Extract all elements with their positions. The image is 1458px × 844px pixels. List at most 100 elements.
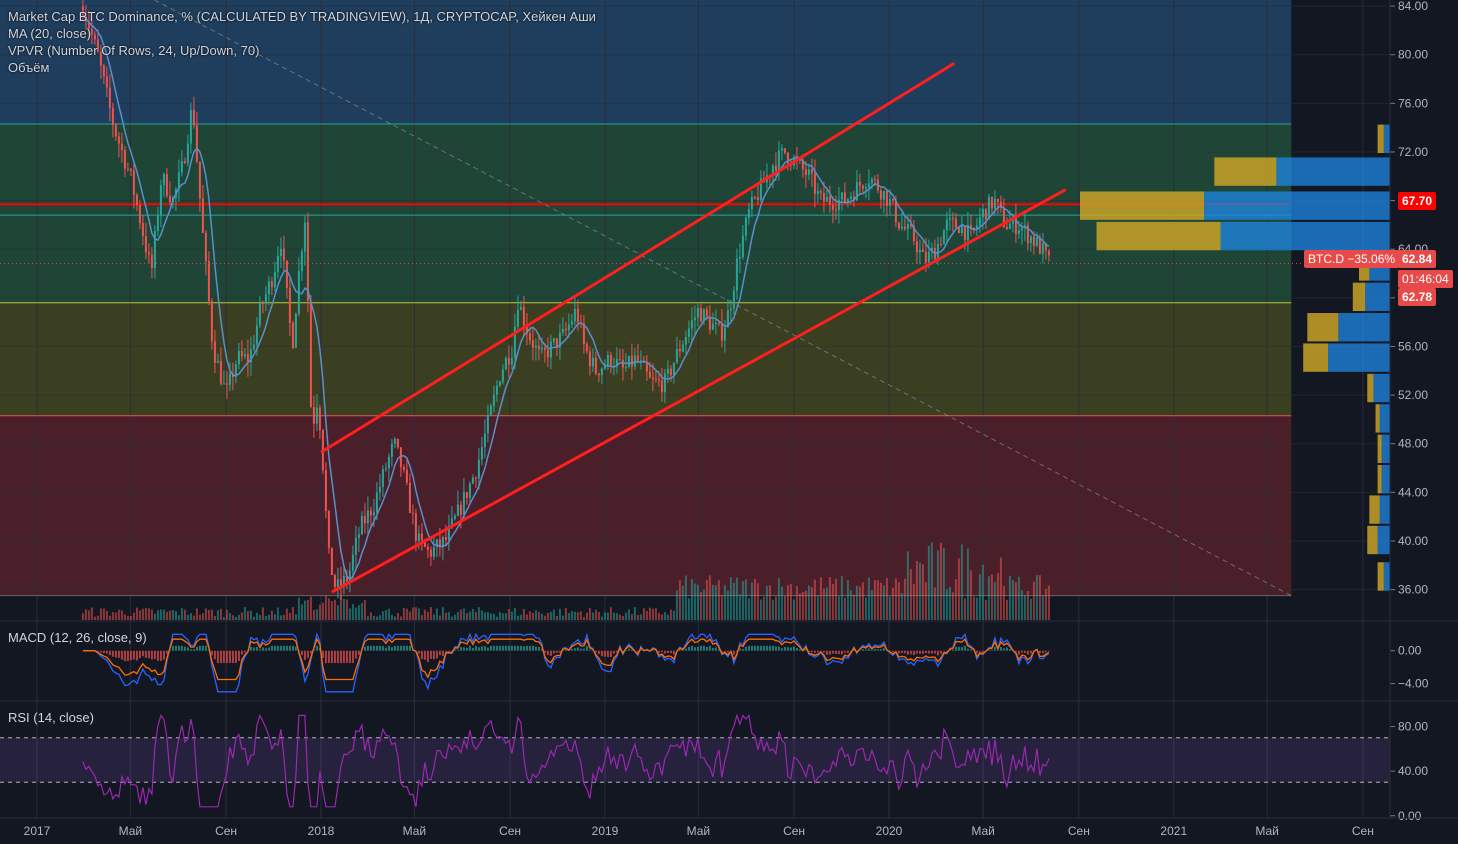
- volume-bar: [915, 561, 918, 620]
- volume-bar: [294, 614, 297, 620]
- candle-body: [960, 225, 963, 234]
- candle-body: [669, 368, 672, 376]
- volume-bar: [834, 578, 837, 620]
- volume-bar: [393, 616, 396, 620]
- macd-hist-bar: [249, 646, 252, 651]
- volume-bar: [462, 608, 465, 620]
- candle-body: [324, 470, 327, 511]
- volume-bar: [588, 607, 591, 620]
- macd-hist-bar: [258, 649, 261, 651]
- volume-bar: [729, 577, 732, 620]
- macd-hist-bar: [810, 650, 813, 653]
- volume-bar: [918, 562, 921, 620]
- candle-body: [900, 226, 903, 229]
- volume-bar: [444, 612, 447, 620]
- volume-bar: [681, 585, 684, 620]
- candle-body: [945, 219, 948, 231]
- volume-bar: [1026, 591, 1029, 620]
- candle-body: [660, 380, 663, 393]
- candle-body: [738, 257, 741, 259]
- x-tick-label: Май: [119, 824, 143, 838]
- volume-bar: [732, 582, 735, 620]
- macd-hist-bar: [1014, 650, 1017, 652]
- volume-bar: [93, 616, 96, 620]
- macd-hist-bar: [408, 645, 411, 651]
- volume-bar: [708, 575, 711, 620]
- macd-hist-bar: [396, 645, 399, 651]
- candle-body: [387, 456, 390, 469]
- volume-bar: [522, 608, 525, 620]
- macd-hist-bar: [555, 650, 558, 653]
- volume-bar: [306, 599, 309, 620]
- macd-hist-bar: [159, 650, 162, 661]
- volume-bar: [117, 609, 120, 620]
- candle-body: [912, 226, 915, 242]
- candle-body: [345, 575, 348, 582]
- macd-hist-bar: [564, 649, 567, 651]
- macd-hist-bar: [747, 645, 750, 651]
- candle-body: [300, 251, 303, 272]
- candle-body: [399, 447, 402, 467]
- volume-bar: [450, 616, 453, 620]
- candle-body: [309, 301, 312, 407]
- macd-hist-bar: [114, 650, 117, 658]
- candle-body: [513, 326, 516, 358]
- macd-hist-bar: [981, 650, 984, 652]
- candle-body: [528, 333, 531, 341]
- candle-body: [177, 172, 180, 189]
- macd-hist-bar: [111, 650, 114, 657]
- volume-bar: [948, 586, 951, 620]
- macd-hist-bar: [852, 649, 855, 651]
- rsi-title[interactable]: RSI (14, close): [8, 710, 94, 725]
- chart-legend: Market Cap BTC Dominance, % (CALCULATED …: [8, 8, 596, 76]
- candle-body: [123, 149, 126, 169]
- legend-ma[interactable]: MA (20, close): [8, 26, 92, 41]
- legend-volume[interactable]: Объём: [8, 60, 50, 75]
- volume-bar: [528, 611, 531, 620]
- volume-bar: [354, 607, 357, 620]
- macd-hist-bar: [516, 645, 519, 651]
- candle-body: [1035, 237, 1038, 246]
- volume-bar: [999, 557, 1002, 620]
- volume-bar: [249, 610, 252, 620]
- candle-body: [804, 169, 807, 176]
- legend-vpvr[interactable]: VPVR (Number Of Rows, 24, Up/Down, 70): [8, 43, 260, 58]
- y-tick-label: 44.00: [1398, 485, 1428, 499]
- macd-title[interactable]: MACD (12, 26, close, 9): [8, 630, 147, 645]
- volume-bar: [819, 577, 822, 620]
- macd-hist-bar: [846, 650, 849, 654]
- candle-body: [351, 554, 354, 571]
- volume-bar: [873, 580, 876, 620]
- macd-hist-bar: [723, 650, 726, 652]
- candle-body: [531, 340, 534, 348]
- candle-body: [570, 321, 573, 325]
- candle-body: [129, 168, 132, 171]
- macd-hist-bar: [900, 650, 903, 654]
- macd-hist-bar: [540, 648, 543, 651]
- volume-bar: [195, 608, 198, 620]
- candle-body: [582, 323, 585, 345]
- macd-hist-bar: [267, 647, 270, 651]
- macd-hist-bar: [1002, 648, 1005, 651]
- candle-body: [501, 369, 504, 382]
- macd-hist-bar: [957, 646, 960, 651]
- volume-bar: [666, 614, 669, 620]
- candle-body: [462, 492, 465, 515]
- candle-body: [207, 261, 210, 302]
- volume-bar: [507, 609, 510, 620]
- volume-bar: [189, 613, 192, 620]
- macd-hist-bar: [213, 650, 216, 660]
- volume-bar: [705, 579, 708, 620]
- candle-body: [675, 348, 678, 363]
- candle-body: [312, 406, 315, 424]
- macd-hist-bar: [393, 645, 396, 651]
- macd-hist-bar: [978, 650, 981, 652]
- volume-bar: [186, 614, 189, 620]
- volume-bar: [471, 608, 474, 620]
- volume-bar: [288, 612, 291, 620]
- macd-hist-bar: [666, 650, 669, 653]
- candle-body: [114, 125, 117, 137]
- candle-body: [264, 294, 267, 304]
- volume-bar: [831, 584, 834, 620]
